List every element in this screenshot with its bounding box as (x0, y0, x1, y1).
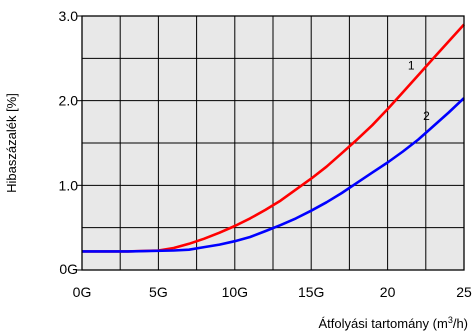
y-tick-labels: 0G 1.0 2.0 3.0 (59, 8, 82, 277)
x-tick-label: 5G (149, 284, 168, 300)
x-tick-label: 0G (73, 284, 92, 300)
y-tick-label: 2.0 (59, 93, 79, 109)
x-axis-title-sup: 3 (448, 315, 453, 325)
x-axis-title-main: Átfolyási tartomány (m (318, 316, 447, 331)
curve-label-1: 1 (408, 58, 415, 72)
x-tick-label: 15G (298, 284, 324, 300)
series-line-2 (82, 97, 465, 253)
x-tick-label: 20 (380, 284, 396, 300)
x-tick-label: 25 (456, 284, 472, 300)
series-line-1 (82, 23, 465, 253)
x-axis-title: Átfolyási tartomány (m3/h) (318, 315, 468, 331)
y-tick-label: 3.0 (59, 8, 79, 24)
y-tick-label: 1.0 (59, 177, 79, 193)
x-tick-labels: 0G 5G 10G 15G 20 25 (73, 284, 472, 300)
plot-frame (81, 15, 465, 271)
curve-label-2: 2 (423, 109, 430, 123)
y-tick-label: 0G (59, 261, 78, 277)
curve-labels: 12 (408, 58, 430, 123)
x-axis-title-end: /h) (453, 316, 468, 331)
series-group (82, 23, 465, 253)
x-tick-label: 10G (222, 284, 248, 300)
y-axis-title: Hibaszázalék [%] (4, 93, 19, 193)
